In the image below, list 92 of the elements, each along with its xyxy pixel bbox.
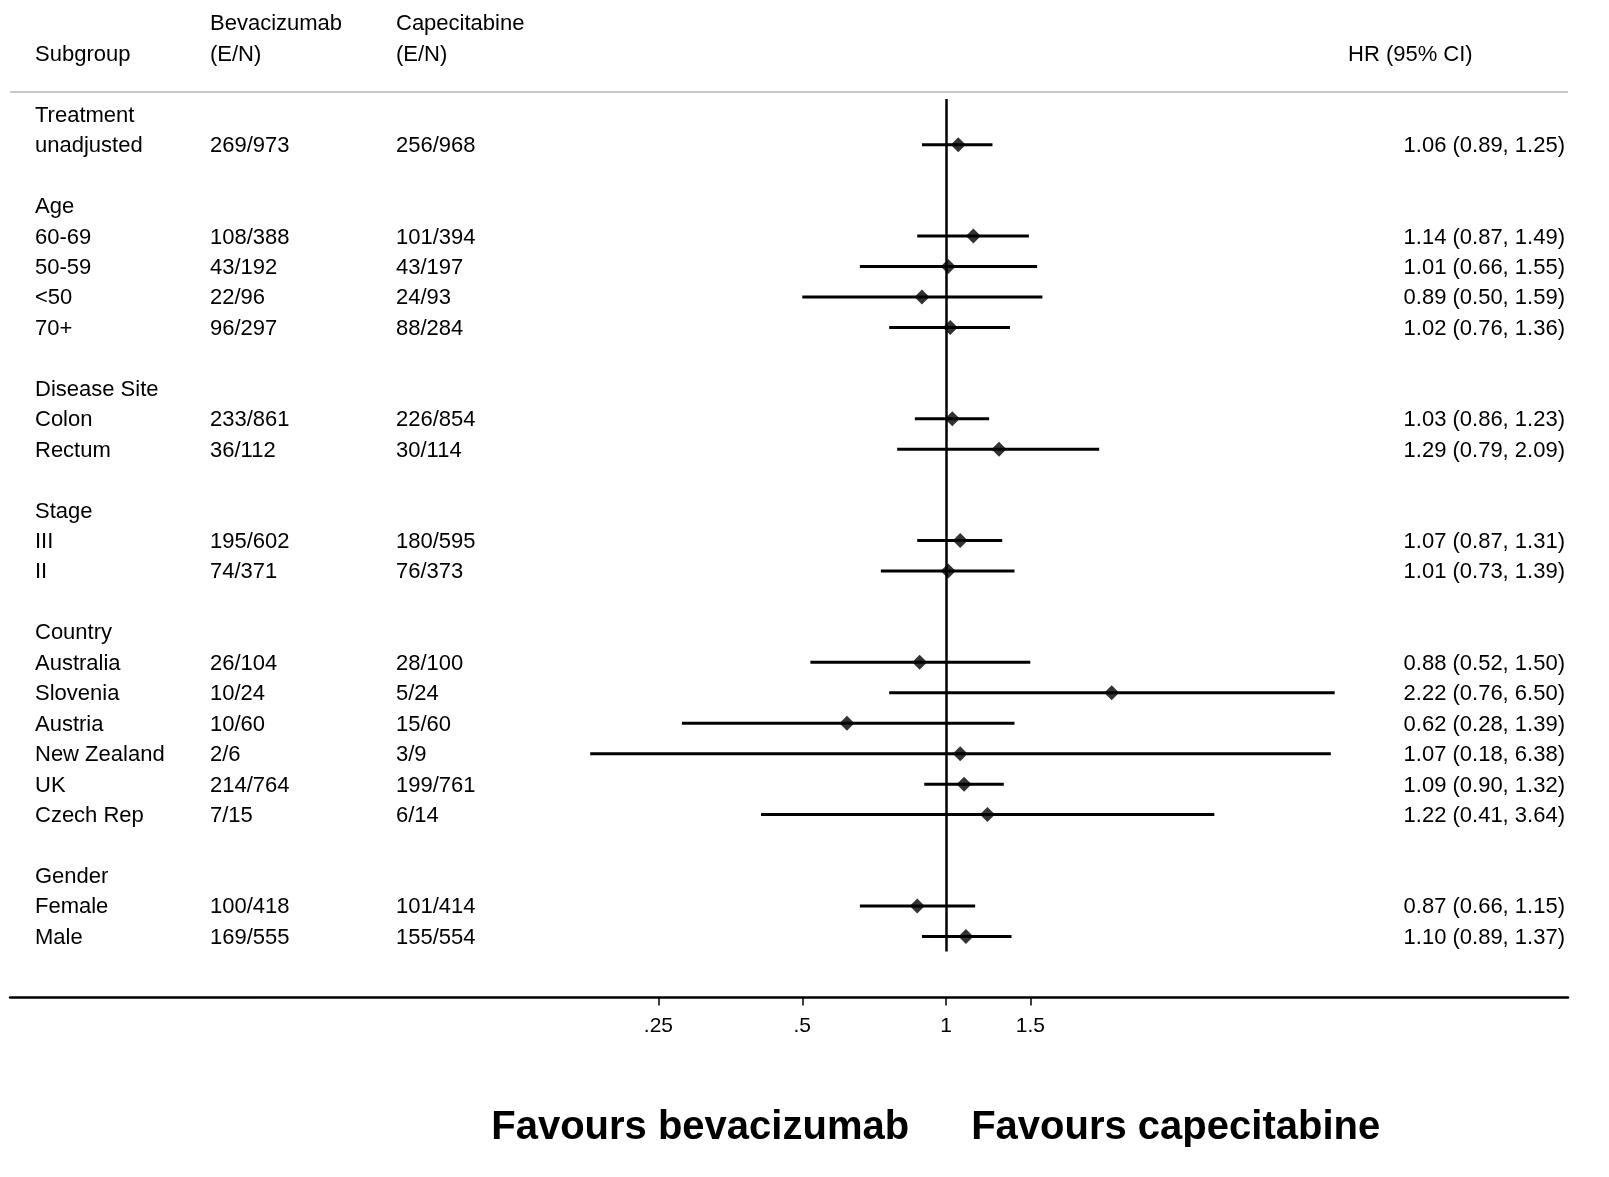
y-tick-label: New Zealand: [35, 741, 165, 767]
point: [965, 228, 981, 244]
annotation: 6/14: [396, 802, 439, 828]
annotation: 43/197: [396, 253, 464, 279]
y-tick-label: Male: [35, 923, 83, 949]
annotation: 5/24: [396, 680, 439, 706]
annotation: 1.07 (0.18, 6.38): [1403, 741, 1565, 767]
y-tick-label: Age: [35, 193, 75, 219]
y-tick-label: 50-59: [35, 253, 92, 279]
annotation: 233/861: [210, 406, 290, 432]
y-tick-label: II: [35, 558, 48, 584]
point: [979, 807, 995, 823]
annotation: 3/9: [396, 741, 427, 767]
annotation: 43/192: [210, 253, 278, 279]
annotation: 1.29 (0.79, 2.09): [1403, 436, 1565, 462]
point: [950, 137, 966, 153]
annotation: 0.62 (0.28, 1.39): [1403, 710, 1565, 736]
annotation: 10/60: [210, 710, 266, 736]
annotation: 199/761: [396, 771, 476, 797]
x-tick-label: .25: [643, 1012, 673, 1036]
annotation: 108/388: [210, 223, 290, 249]
annotation: 26/104: [210, 649, 278, 675]
annotation: 1.22 (0.41, 3.64): [1403, 802, 1565, 828]
annotation: 101/414: [396, 893, 476, 919]
y-tick-label: Czech Rep: [35, 802, 144, 828]
y-tick-label: Female: [35, 893, 109, 919]
annotation: 1.14 (0.87, 1.49): [1403, 223, 1565, 249]
annotation: 2/6: [210, 741, 241, 767]
point: [991, 441, 1007, 457]
annotation: 28/100: [396, 649, 464, 675]
annotation: 10/24: [210, 680, 266, 706]
annotation: 269/973: [210, 132, 290, 158]
annotation: 2.22 (0.76, 6.50): [1403, 680, 1565, 706]
annotation: 180/595: [396, 528, 476, 554]
annotation: 7/15: [210, 802, 253, 828]
point: [956, 776, 972, 792]
y-tick-label: unadjusted: [35, 132, 143, 158]
y-tick-label: III: [35, 528, 54, 554]
annotation: 169/555: [210, 923, 290, 949]
annotation: 256/968: [396, 132, 476, 158]
annotation: 1.06 (0.89, 1.25): [1403, 132, 1565, 158]
point: [958, 928, 974, 944]
annotation: 0.88 (0.52, 1.50): [1403, 649, 1565, 675]
annotation: 195/602: [210, 528, 290, 554]
annotation: 214/764: [210, 771, 290, 797]
annotation: 24/93: [396, 284, 452, 310]
x-tick-label: 1.5: [1015, 1012, 1045, 1036]
annotation: 1.10 (0.89, 1.37): [1403, 923, 1565, 949]
annotation: 1.03 (0.86, 1.23): [1403, 406, 1565, 432]
annotation: 1.01 (0.73, 1.39): [1403, 558, 1565, 584]
y2-axis-title: HR (95% CI): [1348, 40, 1473, 66]
y-tick-label: Stage: [35, 497, 93, 523]
y-tick-label: Rectum: [35, 436, 111, 462]
annotation: 88/284: [396, 314, 464, 340]
annotation: 0.87 (0.66, 1.15): [1403, 893, 1565, 919]
point: [952, 746, 968, 762]
y-tick-label: <50: [35, 284, 73, 310]
y-tick-label: UK: [35, 771, 66, 797]
y-tick-label: Treatment: [35, 101, 135, 127]
annotation: 226/854: [396, 406, 476, 432]
text: Favours capecitabine: [971, 1103, 1381, 1147]
text: Bevacizumab (E/N): [210, 10, 343, 66]
point: [952, 533, 968, 549]
annotation: 36/112: [210, 436, 276, 462]
annotation: 74/371: [210, 558, 278, 584]
annotation: 100/418: [210, 893, 290, 919]
y-tick-label: Slovenia: [35, 680, 121, 706]
y-tick-label: 70+: [35, 314, 73, 340]
annotation: 15/60: [396, 710, 452, 736]
annotation: 30/114: [396, 436, 462, 462]
annotation: 96/297: [210, 314, 278, 340]
annotation: 1.09 (0.90, 1.32): [1403, 771, 1565, 797]
annotation: 1.02 (0.76, 1.36): [1403, 314, 1565, 340]
annotation: 76/373: [396, 558, 464, 584]
annotation: 22/96: [210, 284, 266, 310]
y-tick-label: Australia: [35, 649, 122, 675]
y-tick-label: Austria: [35, 710, 105, 736]
y-tick-label: Gender: [35, 862, 109, 888]
x-tick-label: 1: [940, 1012, 952, 1036]
y-tick-label: Disease Site: [35, 375, 159, 401]
y-axis-title: Subgroup: [35, 40, 131, 66]
annotation: 1.01 (0.66, 1.55): [1403, 253, 1565, 279]
text: Capecitabine (E/N): [396, 10, 525, 66]
annotation: 1.07 (0.87, 1.31): [1403, 528, 1565, 554]
y-tick-label: 60-69: [35, 223, 92, 249]
y-tick-label: Colon: [35, 406, 93, 432]
annotation: 101/394: [396, 223, 476, 249]
text: Favours bevacizumab: [491, 1103, 910, 1147]
annotation: 155/554: [396, 923, 476, 949]
annotation: 0.89 (0.50, 1.59): [1403, 284, 1565, 310]
x-tick-label: .5: [793, 1012, 812, 1036]
y-tick-label: Country: [35, 619, 113, 645]
